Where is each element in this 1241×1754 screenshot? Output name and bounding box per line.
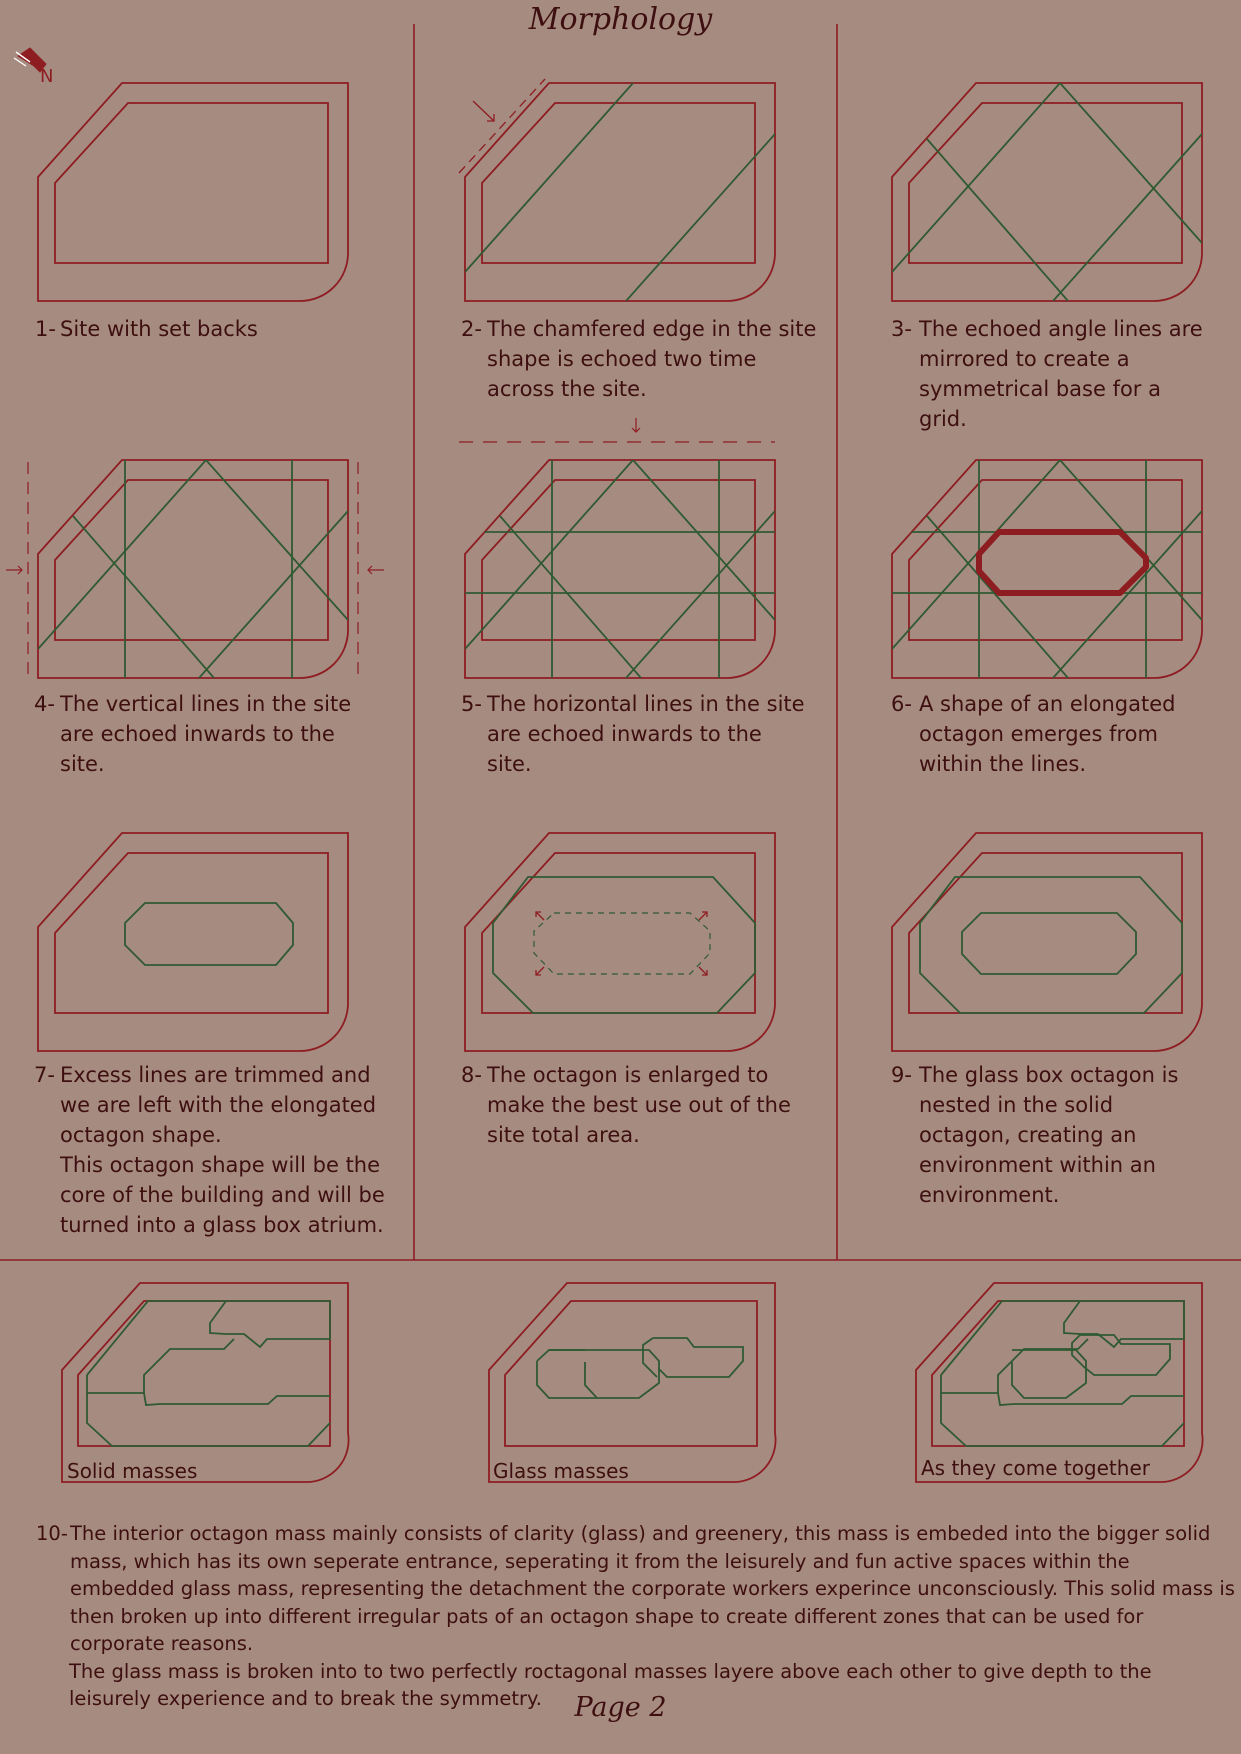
step-9-caption: 9- The glass box octagon is nested in th… [891, 1060, 1211, 1210]
step-8-caption: 8- The octagon is enlarged to make the b… [461, 1060, 831, 1150]
diagram-3 [891, 82, 1203, 302]
step-text: The glass box octagon is nested in the s… [919, 1063, 1179, 1207]
step-text: A shape of an elongated octagon emerges … [919, 692, 1176, 776]
emerging-octagon [976, 529, 1149, 596]
glass-mass-pieces [536, 1337, 744, 1399]
step-number: 1- [35, 317, 56, 341]
step-5-caption: 5- The horizontal lines in the site are … [461, 689, 811, 779]
step-text-continued: This octagon shape will be the core of t… [60, 1153, 385, 1237]
mass-combined-diagram [915, 1282, 1204, 1483]
site-boundary [891, 459, 1203, 679]
step-number: 5- [461, 692, 482, 716]
mass-label-combined: As they come together [921, 1456, 1150, 1480]
step-text: Excess lines are trimmed and we are left… [60, 1063, 377, 1147]
site-boundary [37, 832, 349, 1052]
diagram-5 [459, 418, 776, 679]
echo-arrow [458, 78, 546, 174]
expansion-arrows [535, 911, 708, 976]
step-text-continued: The glass mass is broken into to two per… [69, 1659, 1152, 1711]
page-title: Morphology [528, 2, 713, 37]
mass-glass-diagram [488, 1282, 777, 1483]
mass-label-solid: Solid masses [67, 1459, 198, 1483]
step-number: 6- [891, 692, 912, 716]
step-7-caption: 7- Excess lines are trimmed and we are l… [34, 1060, 404, 1240]
step-6-caption: 6- A shape of an elongated octagon emerg… [891, 689, 1211, 779]
diagram-1 [37, 82, 349, 302]
combined-mass-pieces [940, 1300, 1185, 1447]
layout-dividers [0, 24, 1241, 1261]
diagram-6 [891, 459, 1203, 679]
diagram-9 [891, 832, 1203, 1052]
step-number: 8- [461, 1063, 482, 1087]
echo-markers [6, 462, 384, 678]
step-text: The vertical lines in the site are echoe… [60, 692, 352, 776]
site-boundary [464, 459, 776, 679]
diagram-8 [464, 832, 776, 1052]
grid-lines [465, 460, 775, 678]
site-boundary [37, 82, 349, 302]
diagram-4 [6, 459, 384, 679]
core-octagon [124, 902, 294, 966]
north-label: N [40, 66, 54, 87]
site-boundary [61, 1282, 350, 1483]
solid-mass-pieces [86, 1300, 331, 1447]
diagram-2 [458, 78, 776, 302]
step-text: The octagon is enlarged to make the best… [487, 1063, 791, 1147]
site-boundary [464, 82, 776, 302]
step-number: 10- [36, 1522, 68, 1545]
step-number: 4- [34, 692, 55, 716]
step-number: 9- [891, 1063, 912, 1087]
site-boundary [488, 1282, 777, 1483]
north-arrow-icon [13, 47, 47, 73]
step-text: The chamfered edge in the site shape is … [487, 317, 817, 401]
step-10-description: 10- The interior octagon mass mainly con… [36, 1520, 1236, 1713]
original-octagon-dashed [533, 912, 711, 975]
step-3-caption: 3- The echoed angle lines are mirrored t… [891, 314, 1211, 434]
site-boundary [915, 1282, 1204, 1483]
grid-lines [892, 460, 1202, 678]
diagram-7 [37, 832, 349, 1052]
mirror-lines [892, 83, 1202, 301]
step-text: The horizontal lines in the site are ech… [487, 692, 805, 776]
site-boundary [37, 459, 349, 679]
site-boundary [464, 832, 776, 1052]
site-boundary [891, 82, 1203, 302]
site-boundary [891, 832, 1203, 1052]
step-text: Site with set backs [60, 317, 258, 341]
step-number: 2- [461, 317, 482, 341]
glass-octagon [961, 912, 1137, 975]
step-2-caption: 2- The chamfered edge in the site shape … [461, 314, 821, 404]
step-text: The interior octagon mass mainly consist… [70, 1522, 1235, 1655]
step-number: 3- [891, 317, 912, 341]
solid-octagon [919, 876, 1183, 1014]
step-1-caption: 1- Site with set backs [35, 314, 405, 344]
echo-markers [459, 418, 775, 443]
step-4-caption: 4- The vertical lines in the site are ec… [34, 689, 384, 779]
echo-lines [465, 83, 775, 301]
page-number: Page 2 [574, 1692, 667, 1723]
step-text: The echoed angle lines are mirrored to c… [919, 317, 1203, 431]
enlarged-octagon [492, 876, 756, 1014]
step-number: 7- [34, 1063, 55, 1087]
mass-solid-diagram [61, 1282, 350, 1483]
mass-label-glass: Glass masses [493, 1459, 629, 1483]
grid-lines [38, 460, 348, 678]
